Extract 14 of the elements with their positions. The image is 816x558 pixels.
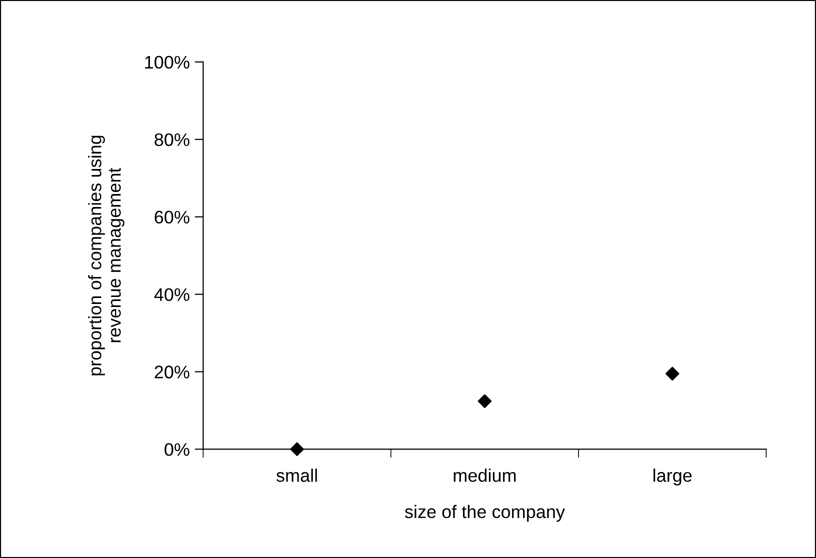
y-tick-label: 20% [154,366,190,378]
y-tick-label: 60% [154,210,190,224]
x-tick-label: small [276,468,317,482]
point [665,366,680,381]
y-tick-label: 0% [164,443,190,456]
x-axis-title: size of the company [404,504,565,522]
x-tick-label: medium [454,468,516,482]
y-tick-label: 80% [154,133,190,146]
y-axis-title: proportion of companies using revenue management [88,136,124,376]
x-tick-label: large [654,468,692,486]
y-tick-label: 100% [145,56,190,69]
point [478,394,492,408]
point [290,442,304,456]
y-tick-label: 40% [154,288,190,302]
